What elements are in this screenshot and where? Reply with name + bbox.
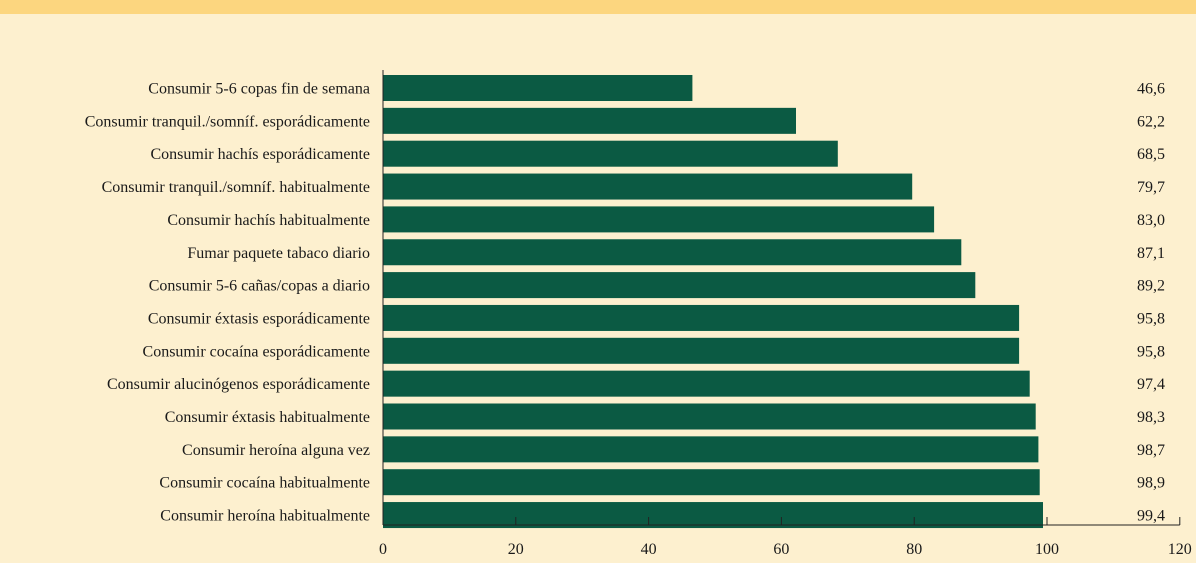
bar [383,370,1030,397]
category-label: Fumar paquete tabaco diario [187,245,370,262]
value-labels: 46,6 62,2 68,5 79,7 83,0 87,1 89,2 95,8 95,8 97,4… [1137,81,1165,525]
bars-group [383,75,1043,529]
bar [383,107,796,134]
value-label: 95,8 [1137,343,1165,360]
value-label: 98,7 [1137,442,1165,459]
bar [383,272,976,299]
bar [383,206,935,233]
category-label: Consumir tranquil./somníf. esporádicamen… [85,113,370,130]
bar [383,75,693,101]
bar [383,239,962,266]
bar [383,304,1020,331]
category-label: Consumir 5-6 copas fin de semana [148,81,370,98]
x-tick-label: 60 [773,541,789,558]
x-tick-label: 100 [1035,541,1059,558]
category-label: Consumir heroína habitualmente [160,508,370,525]
bar [383,469,1040,496]
category-label: Consumir heroína alguna vez [182,442,370,459]
value-label: 98,9 [1137,475,1165,492]
bar [383,436,1039,463]
value-label: 99,4 [1137,508,1165,525]
top-band [0,0,1196,14]
value-label: 89,2 [1137,278,1165,295]
category-label: Consumir alucinógenos esporádicamente [107,376,370,393]
x-tick-label: 120 [1168,541,1192,558]
x-tick-label: 40 [641,541,657,558]
value-label: 46,6 [1137,81,1165,98]
bar [383,502,1043,529]
x-ticks: 0 20 40 60 80 100 120 [379,517,1192,558]
x-tick-label: 20 [508,541,524,558]
category-label: Consumir éxtasis esporádicamente [148,310,370,327]
bar [383,140,838,167]
category-label: Consumir hachís habitualmente [167,212,370,229]
value-label: 79,7 [1137,179,1165,196]
category-labels: Consumir 5-6 copas fin de semana Consumir… [85,81,370,525]
value-label: 95,8 [1137,310,1165,327]
category-label: Consumir 5-6 cañas/copas a diario [149,278,370,295]
bar [383,403,1036,430]
value-label: 98,3 [1137,409,1165,426]
category-label: Consumir cocaína habitualmente [159,475,370,492]
value-label: 83,0 [1137,212,1165,229]
value-label: 97,4 [1137,376,1165,393]
category-label: Consumir hachís esporádicamente [151,146,371,163]
x-tick-label: 80 [906,541,922,558]
category-label: Consumir cocaína esporádicamente [143,343,370,360]
value-label: 87,1 [1137,245,1165,262]
bar [383,337,1020,364]
value-label: 68,5 [1137,146,1165,163]
category-label: Consumir éxtasis habitualmente [165,409,370,426]
category-label: Consumir tranquil./somníf. habitualmente [102,179,370,196]
x-tick-label: 0 [379,541,387,558]
value-label: 62,2 [1137,113,1165,130]
bar [383,173,913,200]
